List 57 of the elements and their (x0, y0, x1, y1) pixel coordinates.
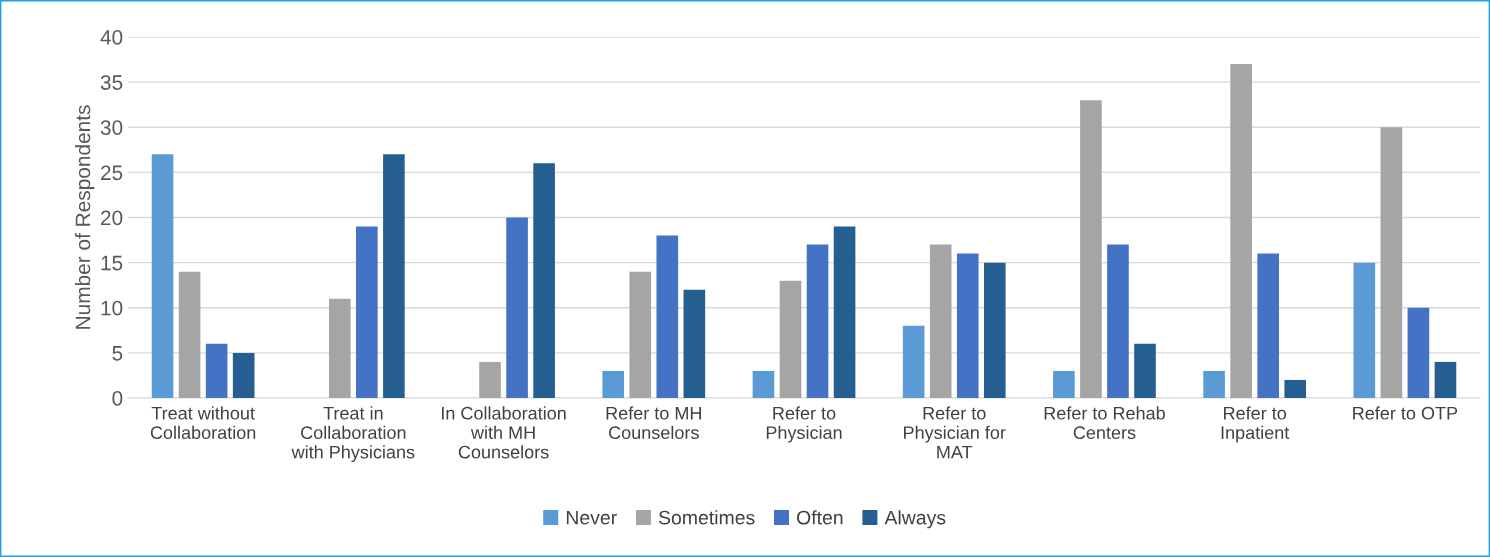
bar (1257, 253, 1279, 398)
bar (1080, 100, 1102, 398)
bar (1407, 307, 1430, 398)
x-tick-label: Refer to Rehab Centers (1044, 406, 1165, 440)
bar (479, 361, 501, 398)
bar (656, 235, 679, 398)
bar (833, 226, 856, 398)
bar (929, 244, 952, 398)
bar (1134, 343, 1156, 398)
legend-label: Never (566, 510, 617, 525)
bar (1053, 370, 1075, 398)
bar (1230, 64, 1252, 398)
y-tick-label: 5 (112, 346, 123, 361)
x-tick-label: Refer to OTP (1353, 406, 1458, 420)
x-tick-label: Treat without Collaboration (150, 406, 256, 440)
x-tick-label: In Collaboration with MH Counselors (441, 406, 566, 459)
legend-label: Always (884, 510, 946, 529)
bar (1353, 262, 1376, 398)
bar (506, 217, 528, 398)
bar (178, 271, 201, 398)
x-tick-label: Treat in Collaboration with Physicians (291, 406, 415, 463)
bar (779, 280, 802, 398)
bar (232, 352, 255, 398)
y-tick-label: 20 (101, 210, 123, 226)
bar (683, 289, 706, 398)
bar (329, 298, 351, 398)
x-tick-label: Refer to Physician for MAT (904, 406, 1006, 459)
y-tick-label: 30 (100, 120, 123, 135)
bar (205, 343, 228, 398)
legend-label: Sometimes (658, 510, 755, 525)
bar (902, 325, 925, 398)
bar (806, 244, 829, 398)
bar (383, 154, 405, 398)
bar (1284, 379, 1307, 398)
bar (1107, 244, 1129, 398)
bar (752, 370, 775, 398)
y-tick-label: 10 (101, 300, 123, 316)
bar (1434, 361, 1457, 398)
y-axis-title: Number of Respondents (74, 105, 95, 329)
y-tick-label: 35 (100, 75, 123, 90)
y-tick-label: 40 (100, 30, 123, 45)
bar (956, 253, 979, 398)
bar (602, 370, 625, 398)
y-tick-label: 25 (101, 165, 123, 181)
bar (629, 271, 652, 398)
bar (533, 163, 555, 398)
bar (1380, 127, 1403, 398)
x-tick-label: Refer to Inpatient (1221, 406, 1290, 443)
bar (1203, 370, 1225, 398)
bar (151, 154, 174, 398)
x-tick-label: Refer to MH Counselors (606, 406, 701, 440)
y-tick-label: 0 (112, 391, 123, 406)
y-tick-label: 15 (101, 255, 123, 271)
legend-label: Often (797, 510, 843, 525)
bar (356, 226, 378, 398)
x-tick-label: Refer to Physician (766, 406, 842, 443)
bar (983, 262, 1006, 398)
